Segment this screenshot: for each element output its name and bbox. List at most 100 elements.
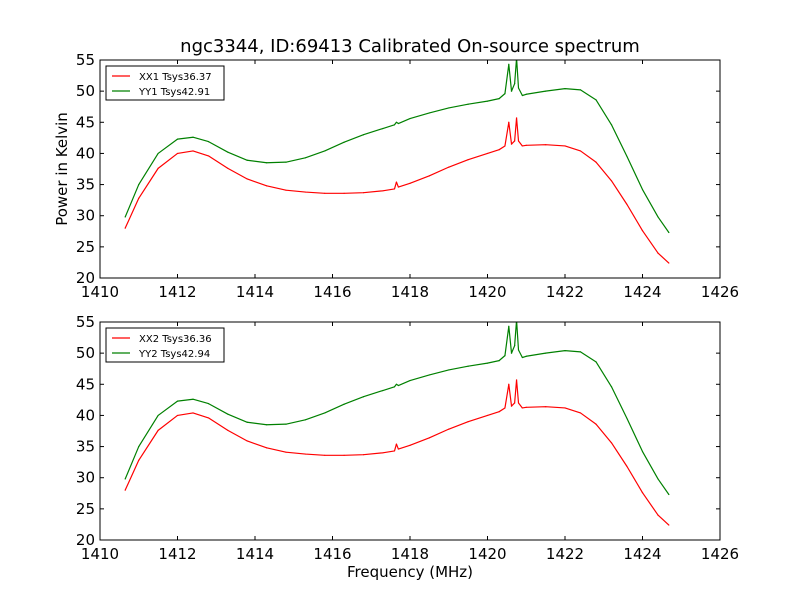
series-0-point	[514, 402, 516, 404]
top-panel: 1410 1412 1414 1416 1418 1420 1422 1424 1426 20 25…	[76, 51, 739, 301]
series-1-point	[514, 83, 516, 85]
y-tick-label: 40	[76, 144, 95, 162]
x-tick-label: 1420	[468, 283, 506, 301]
series-1-point	[525, 355, 527, 357]
series-0-point	[525, 144, 527, 146]
series-1-point	[545, 90, 547, 92]
y-tick-label: 20	[76, 269, 95, 287]
series-0-point	[610, 180, 613, 182]
series-1-point	[545, 352, 547, 354]
series-1-point	[395, 383, 398, 385]
y-tick-label: 50	[76, 82, 95, 100]
series-0-point	[595, 161, 597, 163]
series-0-point	[545, 144, 547, 146]
series-1-point	[508, 63, 510, 65]
series-0-point	[564, 145, 566, 147]
series-1-point	[517, 87, 520, 89]
series-0-point	[521, 145, 523, 147]
x-axis-label: Frequency (MHz)	[347, 563, 473, 581]
series-0-point	[517, 402, 520, 404]
series-0-point	[641, 230, 644, 232]
series-0-point	[428, 437, 430, 439]
series-0-point	[409, 444, 411, 446]
series-1-point	[504, 93, 506, 95]
series-1-point	[285, 161, 287, 163]
series-0-point	[668, 524, 670, 526]
x-tick-label: 1426	[701, 545, 739, 563]
series-0-point	[304, 453, 306, 455]
y-axis-label: Power in Kelvin	[53, 112, 71, 226]
series-1-point	[626, 417, 628, 420]
series-1-point	[304, 419, 306, 421]
series-0-point	[266, 185, 268, 187]
series-0-point	[227, 167, 229, 169]
legend: XX1 Tsys36.37 YY1 Tsys42.91	[105, 65, 225, 101]
series-1-point	[508, 325, 510, 327]
series-1-point	[626, 155, 628, 158]
series-1-point	[668, 231, 670, 234]
x-tick-label: 1422	[546, 545, 584, 563]
series-1-point	[324, 412, 326, 414]
series-0-point	[207, 155, 210, 157]
series-1-point	[246, 421, 248, 423]
series-1-point	[266, 162, 268, 164]
series-1-point	[657, 478, 659, 480]
series-0-point	[486, 414, 489, 417]
y-tick-label: 45	[76, 375, 95, 393]
series-1-point	[397, 122, 399, 125]
series-1-point	[521, 94, 523, 97]
x-tick-label: 1422	[546, 283, 584, 301]
series-1-point	[467, 365, 469, 367]
y-tick-label: 25	[76, 238, 95, 256]
y-tick-label: 45	[76, 113, 95, 131]
series-0-point	[397, 448, 399, 450]
series-0-point	[545, 406, 547, 408]
series-0-point	[428, 175, 430, 177]
series-0-point	[176, 414, 179, 417]
series-0-point	[514, 140, 516, 142]
series-0-point	[515, 379, 518, 381]
series-0-point	[409, 182, 411, 184]
plot-frame	[99, 59, 721, 279]
series-0-point	[657, 252, 659, 254]
series-0-point	[382, 452, 384, 454]
series-1-point	[521, 356, 523, 359]
series-1-point	[393, 386, 396, 388]
series-1-point	[448, 107, 450, 109]
legend-box	[105, 327, 225, 363]
series-1-point	[382, 389, 384, 392]
series-1-point	[343, 141, 345, 143]
series-1-point	[207, 402, 210, 405]
x-tick-label: 1426	[701, 283, 739, 301]
legend-label: YY1 Tsys42.91	[138, 87, 210, 98]
series-1-point	[467, 103, 469, 105]
series-1-point	[409, 117, 411, 120]
series-1-point	[285, 423, 287, 425]
series-1-point	[610, 124, 613, 126]
series-0-point	[343, 454, 345, 456]
series-0-point	[668, 262, 670, 264]
series-1-point	[138, 445, 140, 448]
series-0-point	[393, 188, 396, 190]
series-0-point	[521, 407, 523, 409]
series-0-point	[626, 465, 628, 468]
series-0-point	[515, 117, 518, 119]
series-1-point	[176, 400, 179, 402]
series-1-point	[564, 88, 566, 90]
series-0-point	[362, 454, 365, 456]
series-0-point	[138, 197, 140, 199]
bottom-panel: 1410 1412 1414 1416 1418 1420 1422 1424 1426 20 25…	[76, 313, 739, 563]
series-0-point	[626, 203, 628, 206]
series-1-point	[486, 362, 489, 364]
series-0-point	[504, 145, 506, 147]
series-1-point	[266, 424, 268, 426]
series-0-point	[448, 166, 450, 168]
series-1-point	[138, 183, 140, 186]
series-0-point	[486, 152, 489, 155]
series-0-point	[564, 407, 566, 409]
series-0-point	[157, 167, 159, 169]
series-0-point	[508, 121, 510, 123]
series-1-point	[498, 98, 500, 100]
legend: XX2 Tsys36.36 YY2 Tsys42.94	[105, 327, 225, 363]
